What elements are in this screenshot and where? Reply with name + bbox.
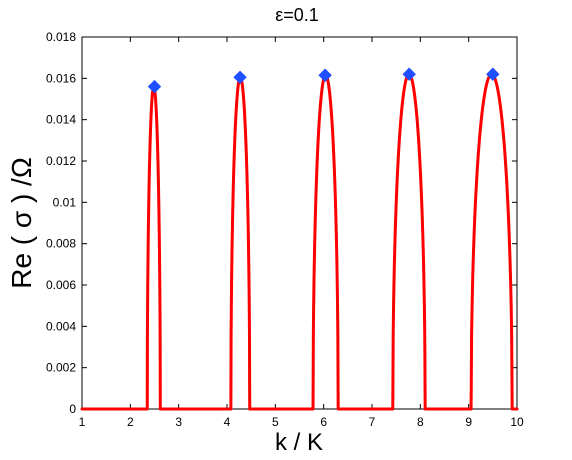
y-tick-label: 0.014 bbox=[46, 113, 76, 127]
x-tick-label: 7 bbox=[369, 415, 376, 429]
peak-marker bbox=[147, 79, 162, 94]
peak-marker bbox=[318, 68, 332, 82]
x-tick-label: 3 bbox=[175, 415, 182, 429]
y-tick-label: 0.008 bbox=[46, 237, 76, 251]
y-tick-label: 0.004 bbox=[46, 319, 76, 333]
y-tick-label: 0.016 bbox=[46, 71, 76, 85]
x-tick-label: 8 bbox=[417, 415, 424, 429]
x-tick-label: 1 bbox=[79, 415, 86, 429]
growth-rate-curve bbox=[80, 72, 519, 411]
x-tick-label: 10 bbox=[510, 415, 524, 429]
y-tick-label: 0 bbox=[69, 402, 76, 416]
peak-marker bbox=[233, 70, 247, 85]
x-tick-label: 5 bbox=[272, 415, 279, 429]
y-axis-label: Re ( σ ) /Ω bbox=[6, 157, 37, 289]
x-tick-label: 4 bbox=[224, 415, 231, 429]
y-tick-label: 0.01 bbox=[53, 195, 77, 209]
series-layer bbox=[80, 72, 519, 411]
x-axis: 1 2 3 4 5 6 7 8 9 10 bbox=[79, 37, 524, 429]
peak-marker bbox=[486, 67, 500, 81]
y-tick-label: 0.002 bbox=[46, 361, 76, 375]
y-tick-label: 0.012 bbox=[46, 154, 76, 168]
y-tick-label: 0.006 bbox=[46, 278, 76, 292]
y-tick-label: 0.018 bbox=[46, 30, 76, 44]
peak-marker bbox=[402, 67, 416, 81]
x-tick-label: 2 bbox=[127, 415, 134, 429]
x-tick-label: 9 bbox=[465, 415, 472, 429]
marker-layer bbox=[147, 67, 500, 94]
y-axis: 0 0.002 0.004 0.006 0.008 0.01 0.012 0.014 0.016… bbox=[46, 30, 517, 416]
x-axis-label: k / K bbox=[275, 429, 323, 456]
chart-title: ε=0.1 bbox=[275, 5, 319, 25]
x-tick-label: 6 bbox=[320, 415, 327, 429]
